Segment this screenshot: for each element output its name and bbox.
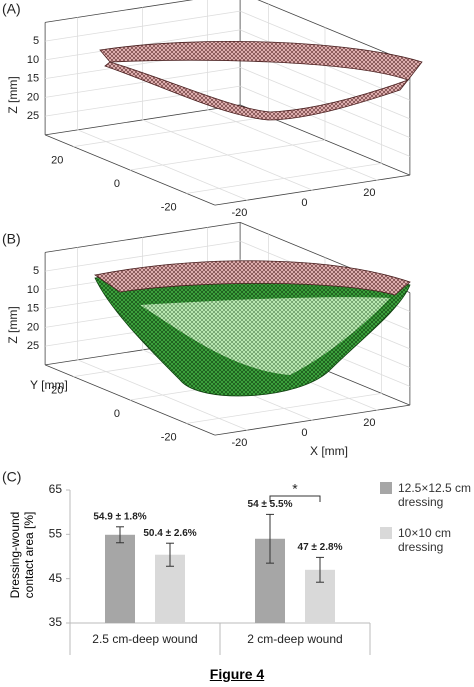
panel-c: (C) 35 45 55 65 2.5 cm-deep wound 54.9 ± 1.8% 5… [2,469,371,655]
z-tick-label: 15 [27,303,39,315]
y-tick-label: 55 [49,527,63,541]
grid-line [129,139,326,171]
y-tick-label: 65 [49,482,63,496]
value-label: 54.9 ± 1.8% [93,511,146,522]
caption: Figure 4 [209,666,265,682]
box-edge [45,222,241,253]
grid-line [45,67,241,98]
x-tick-label: 0 [301,427,307,439]
y-tick-label: 20 [51,385,63,397]
y-tick-label: 35 [49,615,63,629]
x-tick-label: 20 [363,417,375,429]
grid-line [45,85,241,117]
y-tick-label: 0 [114,178,120,190]
z-tick-label: 20 [27,91,39,103]
z-tick-label: 25 [27,340,39,352]
panel-label: (C) [2,469,21,485]
y-axis-label: Y [mm] [30,378,68,392]
y-axis-label: Dressing-wound contact area [%] [8,511,36,599]
value-label: 54 ± 5.5% [248,499,293,510]
grid-line [73,116,269,147]
z-tick-label: 20 [27,321,39,333]
grid-line [186,163,382,194]
significance-label: * [292,481,298,497]
z-tick-label: 10 [27,54,39,66]
y-tick-label: -20 [161,201,177,213]
x-tick-label: 20 [363,187,375,199]
panel-label: (A) [2,1,21,17]
x-tick-label: -20 [231,437,247,449]
y-tick-label: -20 [161,431,177,443]
z-axis-label: Z [mm] [6,306,20,343]
legend-swatch [380,527,392,539]
legend-label: 12.5×12.5 cm dressing [398,481,472,509]
x-tick-label: 2 cm-deep wound [247,632,342,646]
mesh-b [93,260,411,397]
x-tick-label: -20 [231,207,247,219]
panel-a: -20 0 20 -20 0 20 5 10 15 20 25 (A) Z [mm] [2,0,411,219]
grid-line [239,85,411,157]
x-tick-label: 2.5 cm-deep wound [92,632,197,646]
bar [105,534,135,623]
panel-label: (B) [2,231,21,247]
value-label: 47 ± 2.8% [298,542,343,553]
y-tick-label: 20 [51,155,63,167]
value-label: 50.4 ± 2.6% [143,528,196,539]
y-tick-label: 0 [114,408,120,420]
grid-line [45,240,241,272]
mesh-a [99,41,423,121]
z-tick-label: 15 [27,73,39,85]
z-tick-label: 10 [27,284,39,296]
z-tick-label: 5 [33,265,39,277]
grid-line [186,393,382,424]
grid-line [45,10,241,42]
y-tick-label: 45 [49,571,63,585]
significance-bracket [269,495,321,502]
z-tick-label: 25 [27,110,39,122]
x-tick-label: 0 [301,197,307,209]
grid-line [239,67,411,138]
z-axis-label: Z [mm] [6,76,20,113]
legend-label: 10×10 cm dressing [398,526,452,554]
x-axis-label: X [mm] [310,444,348,458]
z-tick-label: 5 [33,35,39,47]
legend-swatch [380,482,392,494]
